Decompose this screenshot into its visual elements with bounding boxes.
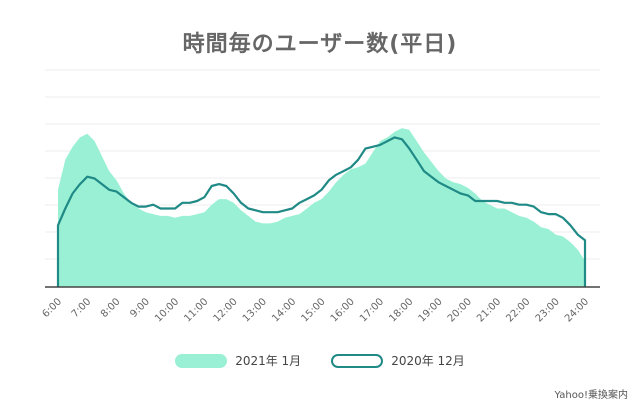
x-tick-label: 7:00	[70, 296, 94, 320]
legend-item-2021-jan[interactable]: 2021年 1月	[175, 352, 301, 369]
x-tick-label: 16:00	[329, 296, 357, 324]
x-tick-label: 11:00	[182, 296, 210, 324]
series-2020-dec-line	[56, 136, 587, 287]
chart-title: 時間毎のユーザー数(平日)	[182, 32, 458, 57]
legend-label-2020-dec: 2020年 12月	[391, 354, 465, 368]
legend-item-2020-dec[interactable]: 2020年 12月	[331, 352, 465, 369]
x-tick-label: 22:00	[504, 296, 532, 324]
x-tick-label: 23:00	[534, 296, 562, 324]
x-tick-label: 24:00	[563, 296, 591, 324]
x-tick-label: 15:00	[299, 296, 327, 324]
x-tick-label: 21:00	[475, 296, 503, 324]
legend-label-2021-jan: 2021年 1月	[235, 354, 302, 368]
x-tick-label: 17:00	[358, 296, 386, 324]
series-line-layer	[56, 136, 587, 287]
x-tick-labels: 6:00 7:00 8:00 9:00 10:00 11:00 12:00 13:00 14:0…	[40, 296, 591, 324]
x-tick-label: 19:00	[417, 296, 445, 324]
x-tick-label: 6:00	[40, 296, 64, 320]
series-area-layer	[58, 128, 585, 287]
x-tick-label: 9:00	[128, 296, 152, 320]
legend-swatch-filled	[175, 353, 228, 368]
series-2021-jan-area	[58, 128, 585, 287]
x-tick-label: 10:00	[153, 296, 181, 324]
x-tick-label: 14:00	[270, 296, 298, 324]
legend: 2021年 1月 2020年 12月	[0, 352, 640, 369]
credit-text: Yahoo!乗換案内	[554, 390, 628, 401]
x-tick-label: 20:00	[446, 296, 474, 324]
x-tick-label: 12:00	[212, 296, 240, 324]
x-tick-label: 8:00	[99, 296, 123, 320]
x-tick-label: 18:00	[387, 296, 415, 324]
legend-swatch-line	[331, 353, 384, 368]
x-tick-label: 13:00	[241, 296, 269, 324]
